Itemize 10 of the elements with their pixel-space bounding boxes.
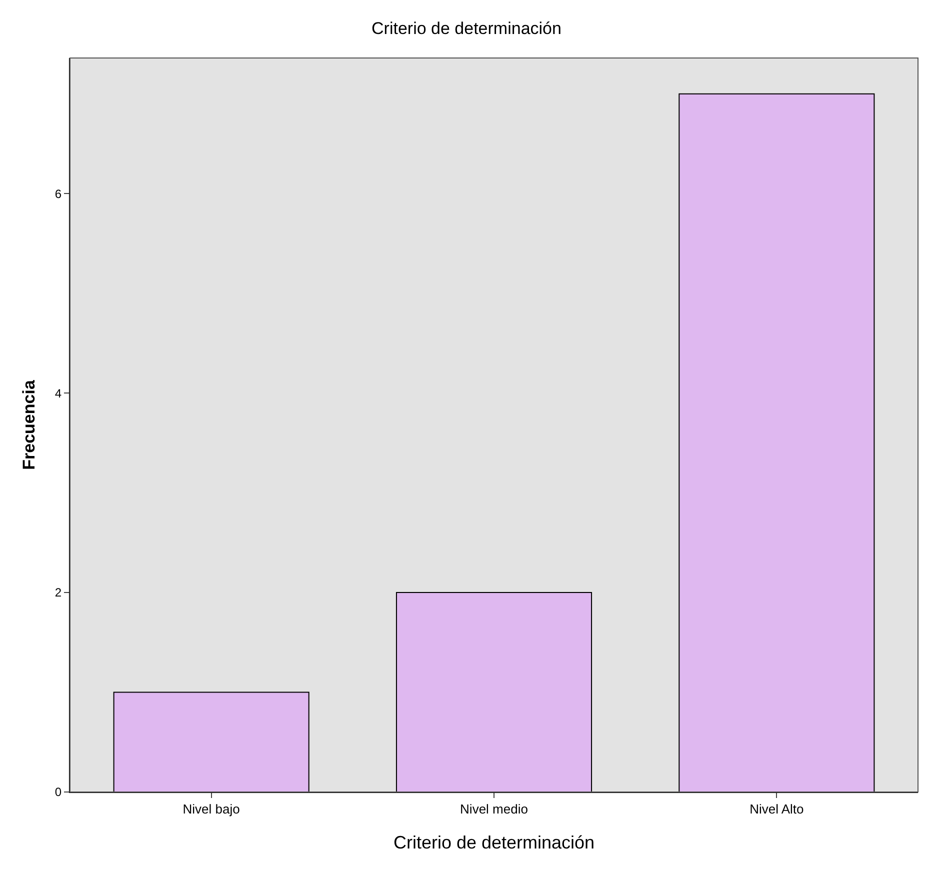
- x-tick-label: Nivel Alto: [750, 802, 804, 817]
- x-tick-label: Nivel bajo: [182, 802, 240, 817]
- x-axis-title: Criterio de determinación: [393, 832, 595, 853]
- x-tick-label: Nivel medio: [460, 802, 528, 817]
- y-tick-label: 0: [54, 785, 62, 800]
- y-axis-title: Frecuencia: [19, 380, 38, 470]
- y-tick-label: 6: [54, 186, 62, 201]
- y-tick-label: 4: [54, 386, 62, 400]
- chart-title: Criterio de determinación: [372, 19, 562, 38]
- y-tick-label: 2: [54, 586, 62, 600]
